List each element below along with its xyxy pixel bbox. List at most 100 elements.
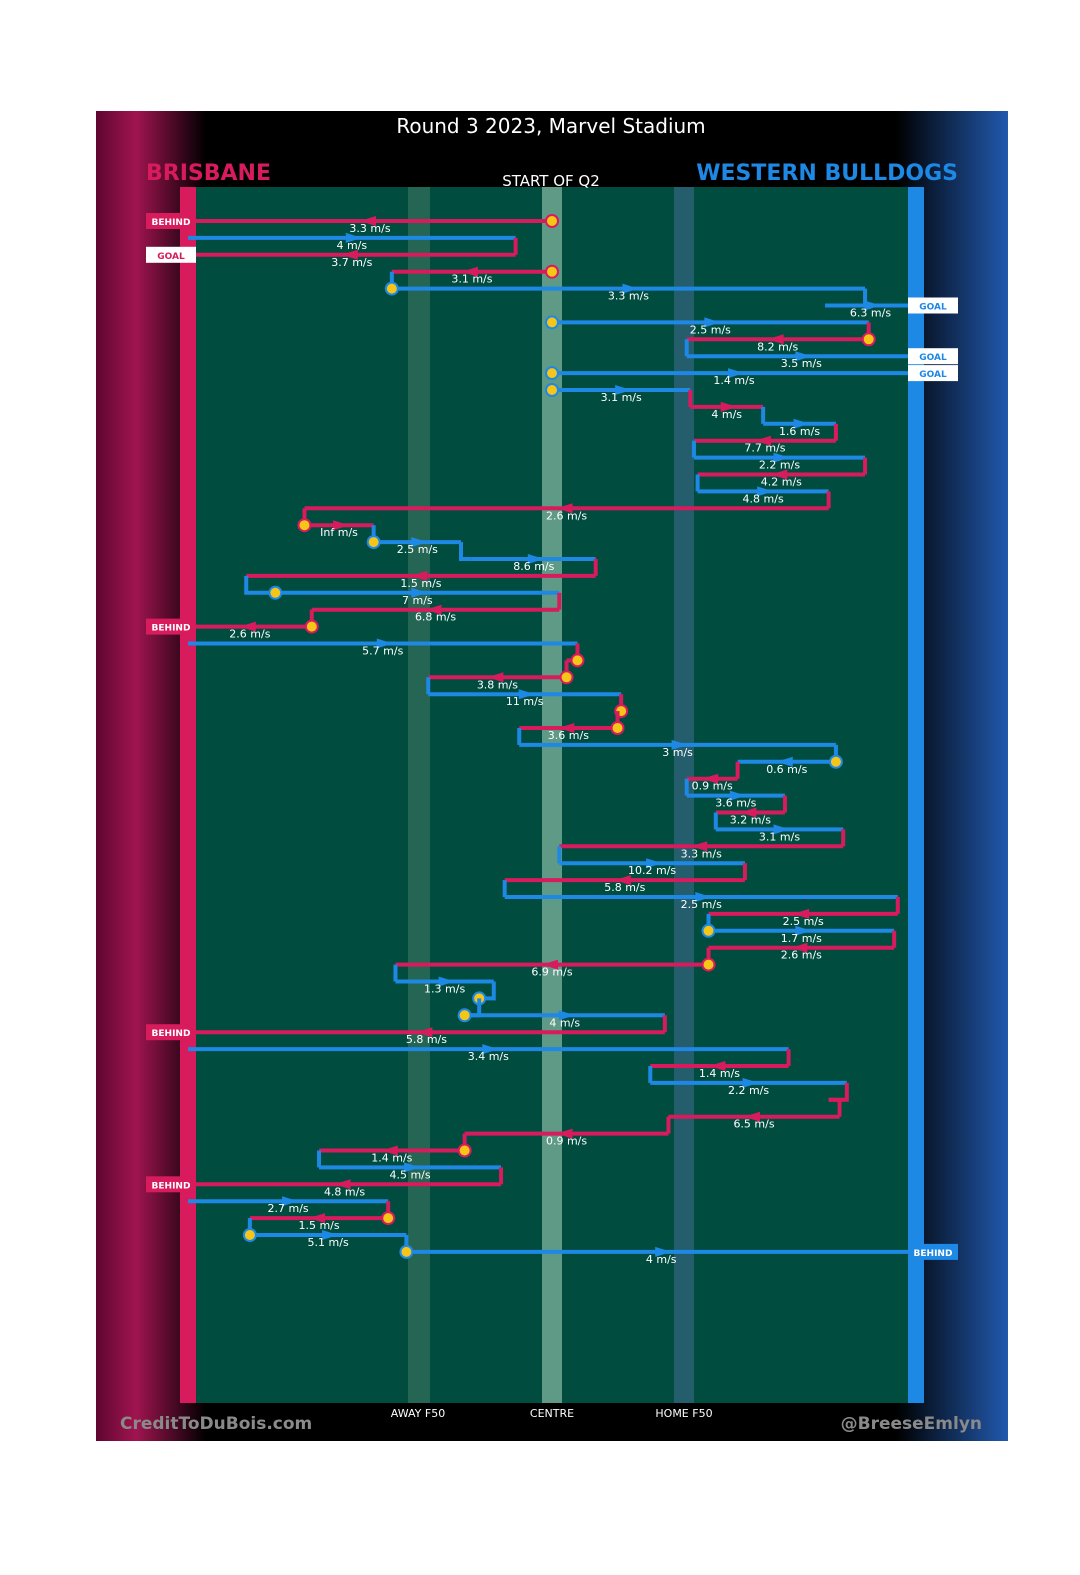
speed-label: 3.7 m/s xyxy=(331,256,372,269)
direction-arrow xyxy=(695,892,712,902)
speed-label: 3.3 m/s xyxy=(349,222,390,235)
direction-arrow xyxy=(757,486,774,497)
speed-label: 5.1 m/s xyxy=(308,1236,349,1249)
speed-label: 4 m/s xyxy=(711,408,742,421)
score-badge-label: BEHIND xyxy=(152,1181,191,1191)
speed-label: 2.5 m/s xyxy=(397,543,438,556)
direction-arrow xyxy=(239,621,256,632)
speed-label: 3.6 m/s xyxy=(715,797,756,810)
direction-arrow xyxy=(404,1162,421,1173)
direction-arrow xyxy=(425,604,442,615)
score-badge-label: GOAL xyxy=(919,303,947,313)
score-badge-label: BEHIND xyxy=(152,218,191,228)
direction-arrow xyxy=(771,469,788,480)
speed-label: 3.3 m/s xyxy=(681,847,722,860)
direction-arrow xyxy=(776,756,793,767)
direction-arrow xyxy=(728,368,744,379)
direction-arrow xyxy=(754,435,771,446)
direction-arrow xyxy=(702,773,719,784)
direction-arrow xyxy=(773,452,790,463)
possession-marker xyxy=(545,383,559,397)
speed-label: 1.5 m/s xyxy=(298,1219,339,1232)
speed-label: 2.7 m/s xyxy=(268,1202,309,1215)
speed-label: 4.8 m/s xyxy=(324,1185,365,1198)
x-tick-home-f50: HOME F50 xyxy=(655,1407,712,1420)
score-badge xyxy=(908,348,958,365)
score-badge-label: BEHIND xyxy=(152,624,191,634)
speed-label: 3 m/s xyxy=(662,746,693,759)
direction-arrow xyxy=(767,334,784,345)
speed-label: 4 m/s xyxy=(646,1253,677,1266)
direction-arrow xyxy=(646,858,663,869)
bulldogs-goal-line xyxy=(908,187,924,1403)
direction-arrow xyxy=(282,1196,299,1207)
possession-marker xyxy=(304,619,319,634)
direction-arrow xyxy=(381,1145,398,1156)
direction-arrow xyxy=(720,401,737,412)
direction-arrow xyxy=(482,1044,499,1055)
speed-label: 6.5 m/s xyxy=(733,1118,774,1131)
direction-arrow xyxy=(416,1027,433,1038)
speed-label: 2.5 m/s xyxy=(783,915,824,928)
speed-label: 2.5 m/s xyxy=(690,323,731,336)
speed-label: 1.4 m/s xyxy=(371,1152,412,1165)
chart-title: Round 3 2023, Marvel Stadium xyxy=(396,114,705,138)
chain-connector xyxy=(244,575,276,595)
direction-arrow xyxy=(309,1213,326,1224)
speed-label: 1.5 m/s xyxy=(400,577,441,590)
possession-marker xyxy=(828,754,843,769)
speed-label: 2.6 m/s xyxy=(229,628,270,641)
possession-marker xyxy=(545,315,559,330)
direction-arrow xyxy=(614,875,631,886)
possession-marker xyxy=(366,535,381,550)
possession-marker xyxy=(701,923,716,938)
score-badge xyxy=(146,1024,196,1041)
possession-marker xyxy=(861,332,876,347)
possession-marker xyxy=(545,366,559,381)
credit-left: CreditToDuBois.com xyxy=(120,1414,312,1434)
speed-label: 0.6 m/s xyxy=(766,763,807,776)
direction-arrow xyxy=(411,537,428,548)
speed-label: 1.4 m/s xyxy=(699,1067,740,1080)
score-badge xyxy=(146,213,196,229)
team-right-name: WESTERN BULLDOGS xyxy=(696,161,958,186)
direction-arrow xyxy=(487,672,504,683)
direction-arrow xyxy=(729,790,746,801)
speed-label: 6.9 m/s xyxy=(531,966,572,979)
speed-label: 6.8 m/s xyxy=(415,611,456,624)
direction-arrow xyxy=(671,739,688,750)
brisbane-goal-line xyxy=(180,187,196,1403)
speed-label: 1.6 m/s xyxy=(779,425,820,438)
possession-marker xyxy=(381,1211,396,1226)
speed-label: 3.2 m/s xyxy=(730,814,771,827)
direction-arrow xyxy=(691,841,708,852)
speed-label: 5.8 m/s xyxy=(406,1033,447,1046)
direction-arrow xyxy=(742,1077,759,1088)
direction-arrow xyxy=(518,689,535,700)
direction-arrow xyxy=(438,976,455,987)
speed-label: 3.5 m/s xyxy=(781,357,822,370)
credit-right: @BreeseEmlyn xyxy=(841,1414,982,1434)
score-badge-label: BEHIND xyxy=(914,1249,953,1259)
direction-arrow xyxy=(791,942,808,953)
direction-arrow xyxy=(793,418,810,429)
direction-arrow xyxy=(773,824,790,835)
possession-marker xyxy=(701,957,716,972)
direction-arrow xyxy=(461,266,478,277)
speed-label: 1.3 m/s xyxy=(424,983,465,996)
possession-marker xyxy=(610,721,625,735)
direction-arrow xyxy=(655,1246,672,1257)
x-tick-centre: CENTRE xyxy=(530,1407,574,1420)
direction-arrow xyxy=(793,908,810,919)
direction-arrow xyxy=(795,351,812,362)
speed-label: 2.2 m/s xyxy=(728,1084,769,1097)
score-badge xyxy=(908,365,958,382)
score-badge xyxy=(146,618,196,635)
direction-arrow xyxy=(795,925,812,936)
speed-label: 10.2 m/s xyxy=(628,864,676,877)
direction-arrow xyxy=(558,723,575,733)
speed-label: 3.6 m/s xyxy=(548,729,589,742)
direction-arrow xyxy=(345,232,362,243)
score-badge xyxy=(146,246,196,263)
